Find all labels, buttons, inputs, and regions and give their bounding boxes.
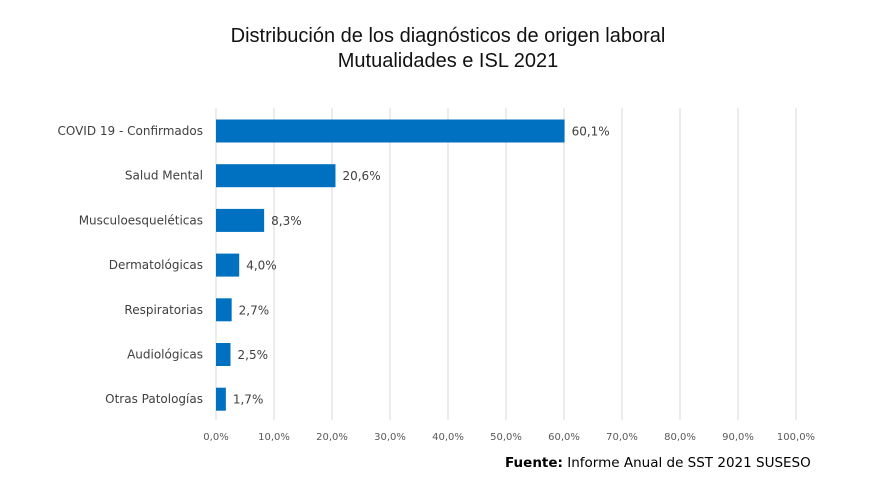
chart-subtitle: Mutualidades e ISL 2021 (337, 50, 559, 72)
category-label: Salud Mental (125, 169, 203, 183)
x-tick-label: 60,0% (548, 432, 580, 443)
category-labels: COVID 19 - Confirmados Salud Mental Muscul… (57, 124, 203, 406)
source-note: Fuente: Informe Anual de SST 2021 SUSESO (505, 455, 811, 471)
data-label: 2,5% (238, 348, 269, 362)
data-label: 8,3% (271, 214, 302, 228)
bars (216, 119, 565, 411)
data-label: 20,6% (342, 169, 380, 183)
bar (216, 164, 336, 188)
source-text: Informe Anual de SST 2021 SUSESO (567, 455, 811, 471)
bar (216, 208, 265, 232)
x-tick-label: 30,0% (374, 432, 406, 443)
category-label: Audiológicas (127, 348, 203, 362)
x-tick-label: 100,0% (777, 432, 815, 443)
data-label: 2,7% (239, 303, 270, 317)
x-tick-label: 40,0% (432, 432, 464, 443)
x-tick-label: 70,0% (606, 432, 638, 443)
bar (216, 119, 565, 143)
bar (216, 253, 240, 277)
gridlines (215, 108, 797, 420)
category-label: Otras Patologías (105, 392, 203, 406)
x-tick-label: 90,0% (722, 432, 754, 443)
x-tick-label: 10,0% (258, 432, 290, 443)
chart-title: Distribución de los diagnósticos de orig… (0, 24, 896, 74)
bar (216, 387, 226, 411)
category-label: Respiratorias (124, 303, 203, 317)
source-label: Fuente: (505, 455, 563, 471)
bar (216, 343, 231, 366)
category-label: COVID 19 - Confirmados (57, 124, 203, 138)
bar (216, 298, 232, 322)
data-label: 1,7% (233, 393, 263, 407)
value-labels: 60,1% 20,6% 8,3% 4,0% 2,7% 2,5% 1,7% (233, 125, 610, 407)
data-label: 60,1% (572, 125, 610, 139)
x-tick-label: 20,0% (316, 432, 348, 443)
category-label: Dermatológicas (109, 258, 203, 272)
x-tick-labels: 0,0% 10,0% 20,0% 30,0% 40,0% 50,0% 60,0% 70,0% 8… (203, 432, 815, 443)
x-tick-label: 0,0% (203, 432, 228, 443)
category-label: Musculoesqueléticas (79, 213, 203, 227)
chart-title-line1: Distribución de los diagnósticos de orig… (230, 25, 666, 47)
x-tick-label: 80,0% (664, 432, 696, 443)
data-label: 4,0% (246, 259, 277, 273)
x-tick-label: 50,0% (490, 432, 522, 443)
